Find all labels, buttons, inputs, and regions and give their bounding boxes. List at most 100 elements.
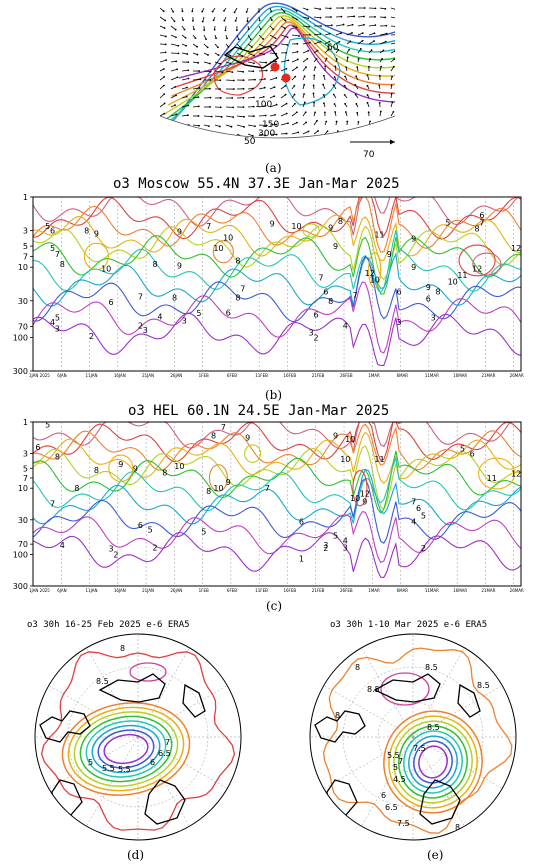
wind-vector-head [298,35,300,37]
x-tick-label: 21MAR [481,373,495,378]
wind-vector-head [191,10,194,13]
wind-vector [192,105,199,108]
contour-label: 2 [323,544,328,553]
wind-vector [335,24,344,27]
wind-vector [247,96,254,99]
contour-label: 10 [291,222,301,231]
vortex-contour [79,715,173,783]
contour-label: 9 [333,432,338,441]
y-tick-label: 7 [23,252,28,261]
wind-vector-head [295,26,298,29]
y-tick-label: 3 [23,227,28,236]
contour-label: 5.5 [387,751,400,760]
wind-vector [291,132,299,135]
contour-label: 8.5 [96,677,109,686]
contour-label: 9 [426,283,431,292]
contour-label: 9 [177,228,182,237]
wind-vector-head [172,10,175,13]
coastline [457,683,481,718]
contour-label: 6 [381,791,386,800]
panel-e-label: (e) [427,848,444,862]
wind-vector-head [163,27,166,29]
wind-vector-head [176,133,179,136]
contour-label: 3 [55,325,60,334]
wind-vector-head [184,36,187,39]
wind-vector [247,52,255,56]
wind-vector-head [312,92,315,95]
contour-label: 2 [89,332,94,341]
wind-vector-head [218,125,221,128]
wind-vector-head [316,119,318,122]
graticule [86,736,139,827]
wind-vector [181,133,189,136]
wind-vector-head [175,113,178,116]
vortex-contour [97,729,155,769]
contour-label: 6 [35,443,40,452]
wind-vector [160,59,167,63]
wind-vector-head [349,40,352,43]
wind-vector [192,133,198,136]
wind-vector-head [251,134,254,137]
x-tick-label: 21JAN [142,373,154,378]
wind-vector-head [208,62,211,65]
contour-label: 7 [50,499,55,508]
wind-vector-head [359,129,362,132]
wind-vector-head [229,54,232,57]
wind-vector-head [366,101,369,104]
wind-vector [170,94,177,99]
wind-vector-head [192,19,194,22]
wind-vector [236,124,245,128]
panel-e-title: o3 30h 1-10 Mar 2025 e-6 ERA5 [330,620,488,630]
wind-vector-head [187,134,190,136]
wind-vector [280,94,286,99]
wind-vector-head [314,111,316,114]
contour-label: 9 [333,242,338,251]
wind-vector-head [182,19,184,22]
contour-label: 7 [411,498,416,507]
x-tick-label: 11MAR [425,588,439,593]
contour-line [208,464,228,492]
x-tick-label: 11FEB [255,588,268,593]
contour-line [32,235,522,295]
contour-label: 7 [318,274,323,283]
contour-label: 8 [455,823,460,832]
wind-vector-head [316,49,319,52]
wind-vector-head [319,8,322,11]
wind-vector-head [213,28,216,31]
wind-vector-head [324,65,327,68]
wind-vector-head [307,130,310,133]
wind-vector [302,25,310,28]
x-tick-label: 11JAN [86,588,98,593]
wind-vector [170,68,178,72]
wind-vector-head [342,23,345,26]
contour-label: 10 [345,435,355,444]
contour-label: 3 [182,316,187,325]
plot-frame [32,421,522,587]
wind-vector-head [186,86,188,89]
wind-vector-head [369,58,372,60]
wind-vector-head [296,18,298,21]
wind-vector-head [164,35,167,38]
wind-vector-head [219,106,222,109]
wind-vector [160,122,166,126]
wind-vector-head [287,122,289,125]
wind-vector-head [370,49,373,52]
wind-vector-head [335,120,338,123]
wind-vector-head [218,135,220,138]
wind-vector-head [224,29,227,32]
contour-label: 9 [411,235,416,244]
wind-vector-head [367,111,370,114]
wind-vector-head [328,40,331,43]
wind-vector-head [332,84,335,87]
wind-vector-head [242,96,245,99]
wind-vector-head [329,7,332,10]
contour-label: 9 [411,263,416,272]
wind-vector [368,24,376,27]
coastline [373,673,441,703]
wind-vector-head [392,111,395,113]
wind-vector-head [357,57,360,60]
wind-vector [324,24,332,27]
contour-label: 9 [177,262,182,271]
wind-vector [379,33,387,36]
wind-vector [346,32,353,36]
